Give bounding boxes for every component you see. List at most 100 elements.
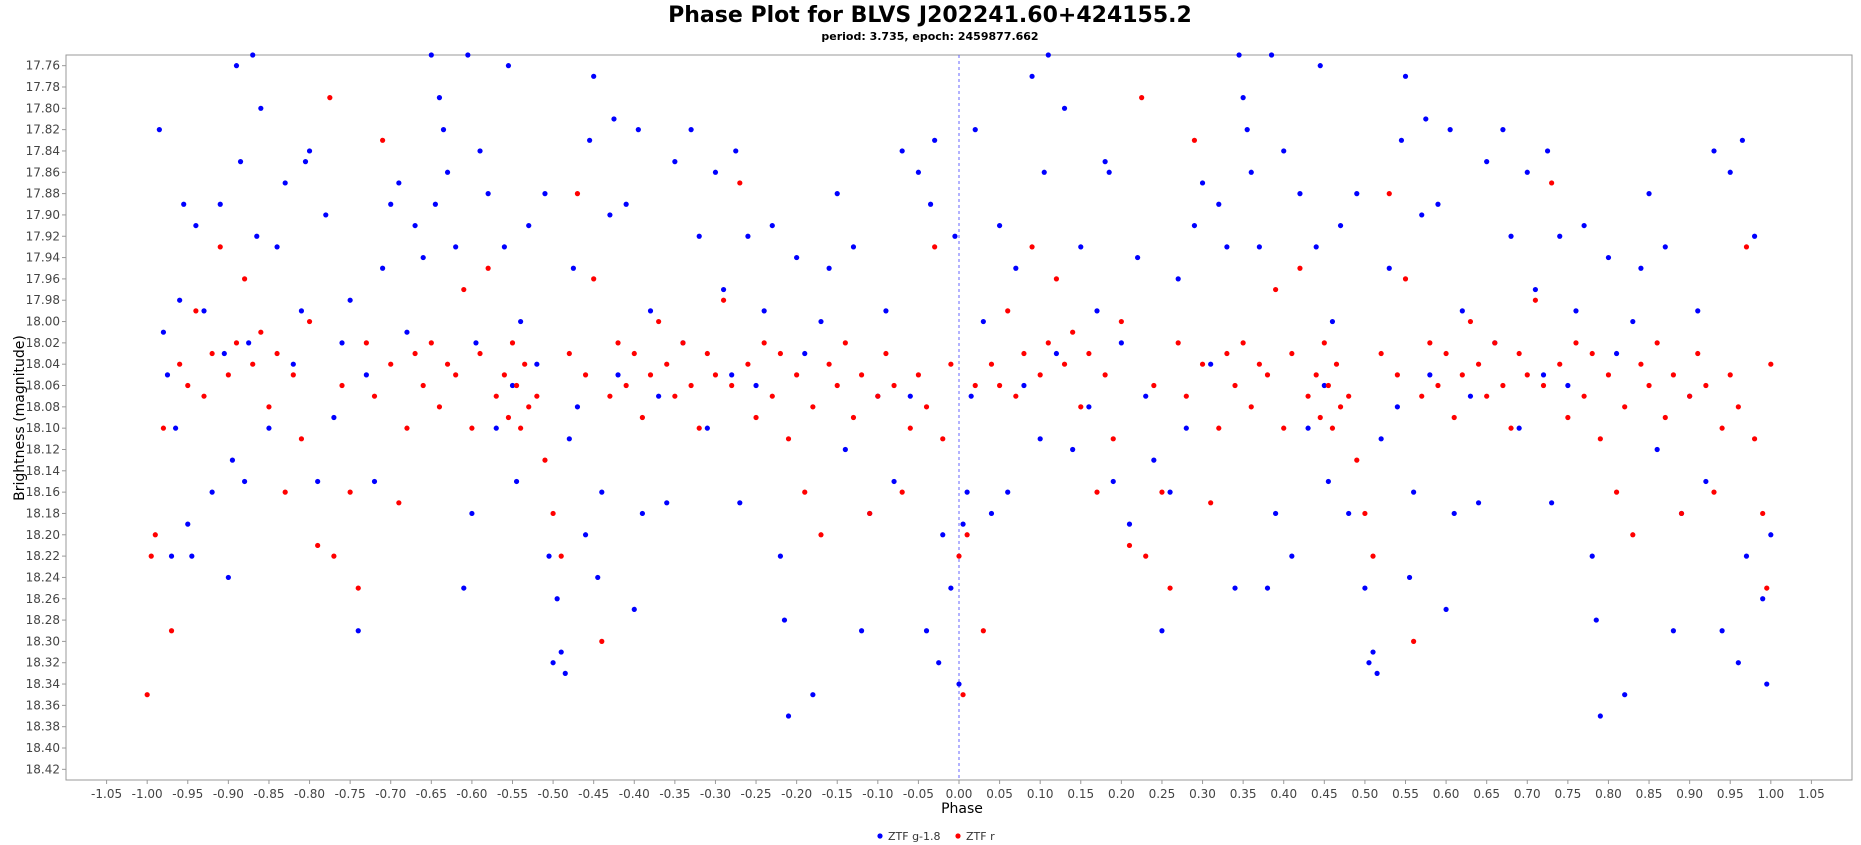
data-point-ztf-r (1256, 361, 1262, 367)
data-point-ztf-g (420, 254, 426, 261)
data-point-ztf-r (1605, 372, 1612, 378)
x-tick-label: -0.95 (172, 787, 203, 801)
data-point-ztf-r (1589, 350, 1595, 357)
data-point-ztf-r (177, 361, 183, 367)
data-point-ztf-g (242, 478, 248, 485)
data-point-ztf-r (493, 393, 499, 399)
data-point-ztf-g (526, 222, 532, 229)
data-point-ztf-r (960, 692, 966, 698)
data-point-ztf-r (639, 414, 645, 421)
y-tick-label: 17.96 (26, 272, 60, 286)
data-point-ztf-g (1264, 585, 1271, 591)
data-point-ztf-g (1695, 308, 1701, 314)
data-point-ztf-g (964, 489, 970, 495)
data-point-ztf-g (440, 127, 447, 133)
data-point-ztf-r (1402, 276, 1409, 282)
data-point-ztf-g (1325, 478, 1331, 485)
y-tick-label: 17.80 (26, 101, 60, 115)
data-point-ztf-g (1126, 521, 1133, 527)
data-point-ztf-r (1126, 542, 1133, 549)
y-tick-label: 17.84 (26, 144, 60, 158)
y-axis: 17.76 17.78 17.80 17.82 17.84 17.86 17.88 17.90… (26, 59, 66, 776)
data-point-ztf-g (940, 532, 946, 538)
data-point-ztf-g (1427, 372, 1433, 378)
data-point-ztf-r (331, 553, 337, 559)
data-point-ztf-r (1760, 510, 1766, 517)
data-point-ztf-g (1447, 127, 1453, 133)
data-point-ztf-r (1581, 393, 1587, 399)
data-point-ztf-g (802, 350, 808, 357)
y-tick-label: 17.94 (26, 251, 60, 265)
data-point-ztf-g (1573, 308, 1579, 314)
legend-marker-g (877, 833, 883, 839)
data-point-ztf-r (777, 350, 784, 357)
data-point-ztf-r (282, 489, 288, 495)
x-tick-label: 0.95 (1717, 787, 1744, 801)
data-point-ztf-r (1411, 638, 1417, 644)
data-point-ztf-g (777, 553, 784, 559)
data-point-ztf-g (826, 265, 832, 271)
data-point-ztf-g (1646, 191, 1652, 197)
data-point-ztf-r (696, 425, 702, 431)
data-points (144, 52, 1774, 719)
data-point-ztf-r (1492, 340, 1498, 346)
data-point-ztf-g (1630, 318, 1636, 325)
y-tick-label: 18.12 (26, 442, 60, 456)
data-point-ztf-g (1167, 489, 1173, 495)
data-point-ztf-g (1589, 553, 1595, 559)
data-point-ztf-r (469, 425, 475, 431)
data-point-ztf-r (1743, 244, 1750, 250)
data-point-ztf-r (388, 361, 394, 367)
data-point-ztf-r (461, 286, 467, 293)
data-point-ztf-r (1086, 350, 1092, 357)
data-point-ztf-r (899, 489, 905, 495)
data-point-ztf-r (940, 436, 946, 442)
x-tick-label: -0.30 (700, 787, 731, 801)
data-point-ztf-g (570, 265, 576, 271)
data-point-ztf-g (769, 222, 775, 229)
data-point-ztf-r (1329, 425, 1336, 431)
data-point-ztf-g (1053, 350, 1060, 357)
data-point-ztf-r (522, 361, 528, 367)
data-point-ztf-g (968, 393, 974, 399)
data-point-ztf-r (1459, 372, 1465, 378)
data-point-ztf-r (842, 340, 848, 346)
data-point-ztf-r (168, 628, 175, 634)
data-point-ztf-r (1622, 404, 1628, 410)
y-tick-label: 18.18 (26, 506, 60, 520)
data-point-ztf-r (1378, 350, 1384, 357)
data-point-ztf-r (1354, 457, 1360, 463)
data-point-ztf-g (1346, 510, 1352, 517)
data-point-ztf-g (298, 308, 305, 314)
data-point-ztf-g (595, 574, 601, 581)
x-tick-label: 0.75 (1555, 787, 1582, 801)
x-tick-label: 0.65 (1473, 787, 1500, 801)
data-point-ztf-g (599, 489, 605, 495)
data-point-ztf-r (956, 553, 962, 559)
data-point-ztf-g (168, 553, 175, 559)
data-point-ztf-g (1549, 500, 1555, 506)
data-point-ztf-g (936, 660, 942, 666)
data-point-ztf-r (1305, 393, 1311, 399)
x-tick-label: -0.55 (497, 787, 528, 801)
data-point-ztf-g (1183, 425, 1189, 431)
data-point-ztf-r (347, 489, 353, 495)
legend: ZTF g-1.8 ZTF r (877, 830, 995, 843)
data-point-ztf-g (465, 52, 471, 58)
data-point-ztf-r (148, 553, 154, 559)
data-point-ztf-r (412, 350, 418, 357)
data-point-ztf-r (858, 372, 865, 378)
data-point-ztf-r (1370, 553, 1376, 559)
data-point-ztf-r (1029, 244, 1035, 250)
data-point-ztf-r (1013, 393, 1019, 399)
data-point-ztf-r (428, 340, 434, 346)
data-point-ztf-g (1086, 404, 1092, 410)
data-point-ztf-r (242, 276, 248, 282)
data-point-ztf-r (518, 425, 524, 431)
data-point-ztf-g (761, 308, 767, 314)
data-point-ztf-g (1329, 318, 1336, 325)
data-point-ztf-g (1005, 489, 1011, 495)
data-point-ztf-r (1540, 382, 1547, 389)
data-point-ztf-r (737, 180, 743, 186)
data-point-ztf-r (185, 382, 191, 389)
